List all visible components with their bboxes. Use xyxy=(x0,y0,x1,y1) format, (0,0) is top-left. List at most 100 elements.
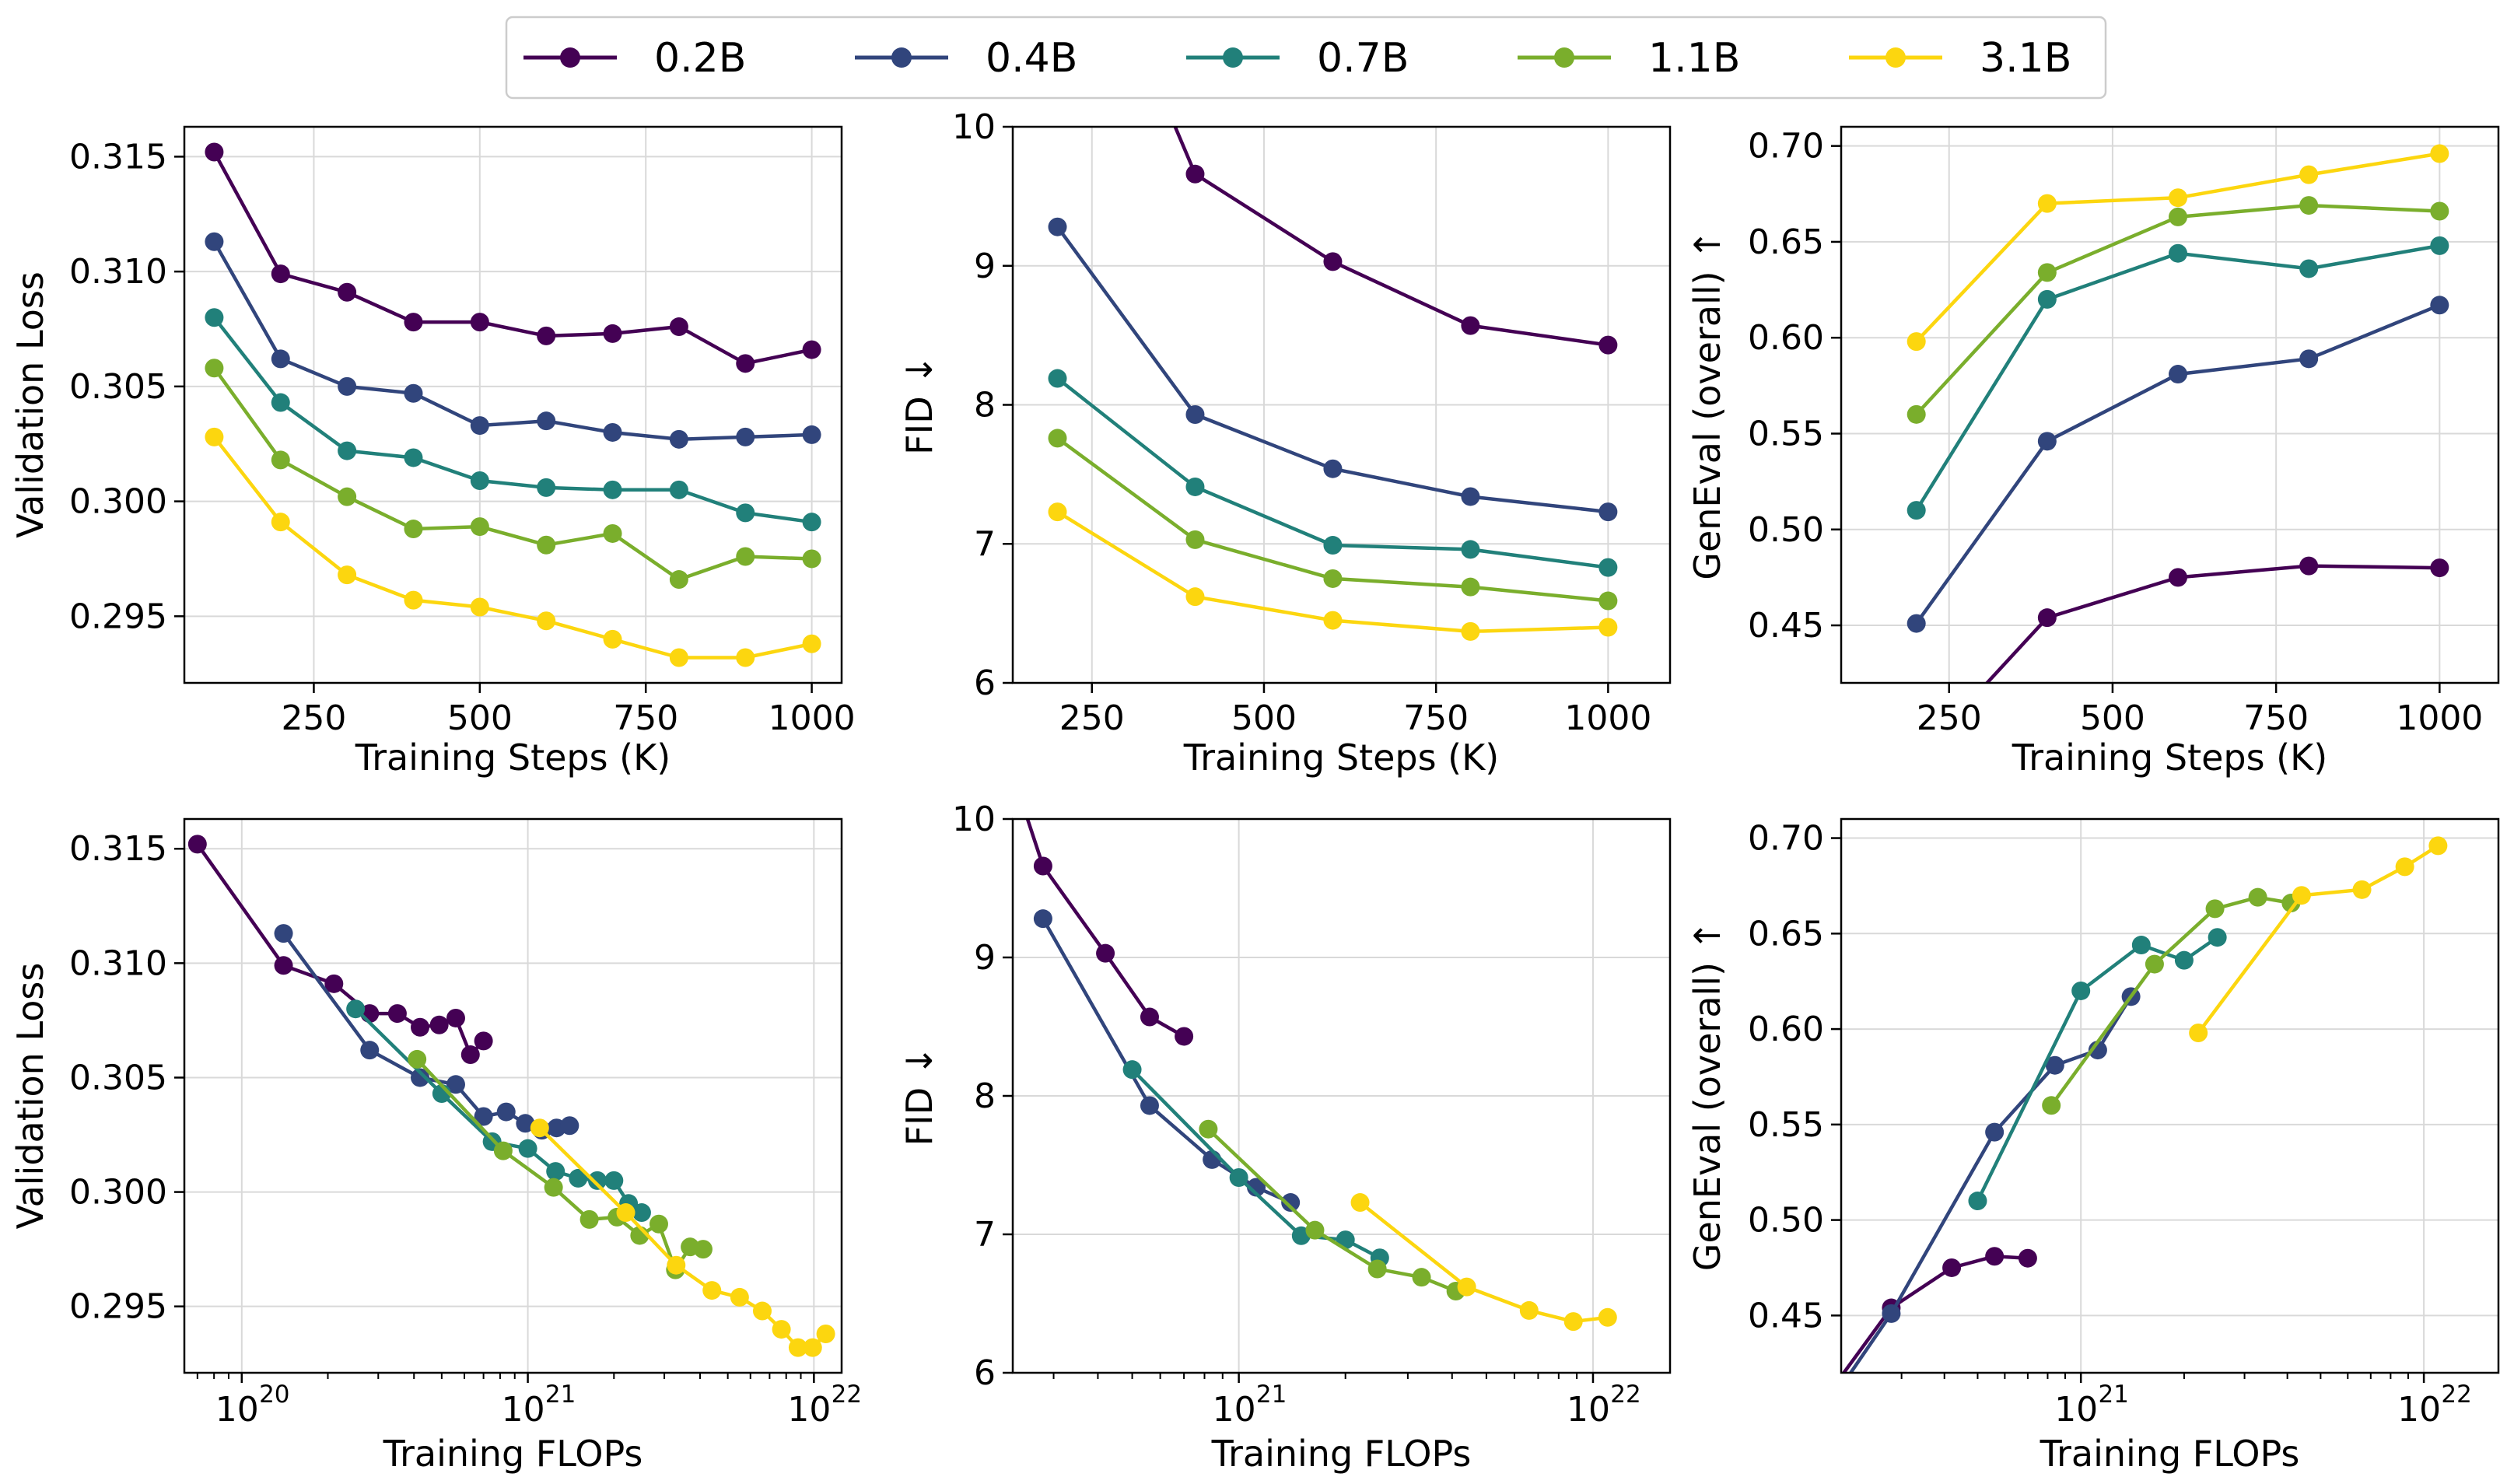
data-point-0.4B xyxy=(1140,1096,1159,1115)
data-point-0.7B xyxy=(2131,936,2151,955)
data-point-3.1B xyxy=(2292,886,2311,905)
data-point-0.2B xyxy=(1033,856,1052,876)
data-point-0.4B xyxy=(1598,502,1618,522)
data-point-0.7B xyxy=(1968,1192,1987,1211)
data-point-0.7B xyxy=(2174,950,2194,970)
data-point-1.1B xyxy=(693,1240,713,1259)
legend-marker xyxy=(560,47,580,68)
axes-frame xyxy=(183,817,843,1374)
series-group xyxy=(187,835,835,1357)
legend-label: 0.7B xyxy=(1317,35,1409,82)
data-point-3.1B xyxy=(1323,611,1343,630)
data-point-0.7B xyxy=(2299,259,2319,278)
data-point-3.1B xyxy=(1185,587,1205,607)
data-point-3.1B xyxy=(788,1338,807,1357)
axes-frame xyxy=(1840,817,2500,1374)
data-point-0.4B xyxy=(496,1102,516,1122)
x-tick-label: 500 xyxy=(2080,698,2145,738)
legend-marker xyxy=(891,47,912,68)
data-point-0.2B xyxy=(1598,335,1618,355)
data-point-3.1B xyxy=(1519,1300,1539,1320)
data-point-0.7B xyxy=(1185,477,1205,496)
data-point-0.7B xyxy=(603,480,622,499)
data-point-0.2B xyxy=(338,282,357,302)
data-point-0.7B xyxy=(546,1162,565,1181)
data-point-3.1B xyxy=(1563,1312,1583,1332)
data-point-3.1B xyxy=(537,611,556,631)
series-line-0.2B xyxy=(1984,564,2440,683)
x-tick-label: 10 xyxy=(215,1390,259,1430)
data-point-1.1B xyxy=(205,359,224,378)
legend-item-3.1B: 3.1B xyxy=(1849,35,2071,82)
data-point-0.2B xyxy=(1942,1258,1962,1277)
y-tick-label: 7 xyxy=(974,1215,996,1255)
y-tick-label: 8 xyxy=(974,1076,996,1116)
chart-panel-1: 250 500 750 1000 0.295 0.300 0.305 0.310 0.315 Tr… xyxy=(9,125,856,779)
data-point-0.4B xyxy=(2037,432,2057,451)
x-tick-label: 250 xyxy=(281,698,346,738)
data-point-3.1B xyxy=(669,648,688,667)
data-point-1.1B xyxy=(1199,1119,1218,1139)
data-point-3.1B xyxy=(802,634,821,653)
series-line-0.4B xyxy=(1848,996,2133,1373)
data-point-3.1B xyxy=(772,1320,791,1339)
legend-marker xyxy=(1554,47,1574,68)
data-point-0.2B xyxy=(387,1004,407,1024)
data-point-0.4B xyxy=(1048,217,1067,236)
x-tick-label: 750 xyxy=(613,698,678,738)
data-point-0.2B xyxy=(404,313,423,332)
data-point-1.1B xyxy=(1305,1220,1325,1240)
data-point-3.1B xyxy=(667,1255,686,1275)
series-line-0.7B xyxy=(212,316,812,524)
data-point-1.1B xyxy=(2145,954,2164,974)
data-point-1.1B xyxy=(649,1214,668,1234)
x-tick-label: 10 xyxy=(1213,1390,1256,1430)
x-tick-exponent: 22 xyxy=(2441,1381,2471,1409)
data-point-1.1B xyxy=(2042,1096,2061,1115)
data-point-0.4B xyxy=(274,924,293,943)
x-tick-label: 750 xyxy=(1403,698,1469,738)
data-point-0.4B xyxy=(736,427,755,446)
series-group xyxy=(1779,836,2448,1458)
data-point-1.1B xyxy=(2037,263,2057,282)
chart-panels: 250 500 750 1000 0.295 0.300 0.305 0.310 0.315 Tr… xyxy=(9,107,2500,1475)
data-point-0.4B xyxy=(802,425,821,444)
y-tick-label: 9 xyxy=(974,938,996,978)
data-point-0.4B xyxy=(669,429,688,449)
data-point-1.1B xyxy=(2248,887,2267,907)
y-tick-label: 0.55 xyxy=(1748,414,1824,453)
y-tick-label: 0.315 xyxy=(69,137,167,177)
data-point-3.1B xyxy=(1907,332,1926,352)
data-point-0.4B xyxy=(474,1107,493,1126)
data-point-0.2B xyxy=(927,533,946,551)
x-tick-label: 1000 xyxy=(1564,698,1651,738)
data-point-0.7B xyxy=(470,471,489,490)
series-line-0.2B xyxy=(195,843,485,1057)
data-point-0.7B xyxy=(669,480,688,499)
data-point-1.1B xyxy=(1907,404,1926,424)
y-tick-label: 0.310 xyxy=(69,252,167,292)
y-tick-label: 7 xyxy=(974,524,996,564)
data-point-3.1B xyxy=(338,565,357,585)
data-point-0.4B xyxy=(603,422,622,442)
data-point-0.2B xyxy=(1461,316,1480,335)
data-point-0.7B xyxy=(2208,928,2227,947)
y-tick-label: 0.305 xyxy=(69,367,167,407)
data-point-0.4B xyxy=(1461,487,1480,506)
data-point-0.2B xyxy=(2430,558,2449,578)
data-point-0.4B xyxy=(2169,365,2188,384)
data-point-0.4B xyxy=(404,383,423,403)
legend-marker xyxy=(1886,47,1906,68)
data-point-0.2B xyxy=(470,313,489,332)
data-point-0.2B xyxy=(736,354,755,373)
data-point-1.1B xyxy=(470,517,489,537)
series-line-1.1B xyxy=(212,366,812,582)
data-point-0.4B xyxy=(537,411,556,431)
data-point-0.7B xyxy=(1323,536,1343,555)
data-point-0.2B xyxy=(1779,1440,1798,1458)
x-axis-label: Training FLOPs xyxy=(383,1433,643,1475)
data-point-0.2B xyxy=(446,1008,465,1027)
legend-item-0.2B: 0.2B xyxy=(523,35,746,82)
y-tick-label: 0.60 xyxy=(1748,318,1824,358)
data-point-0.4B xyxy=(360,1041,380,1060)
